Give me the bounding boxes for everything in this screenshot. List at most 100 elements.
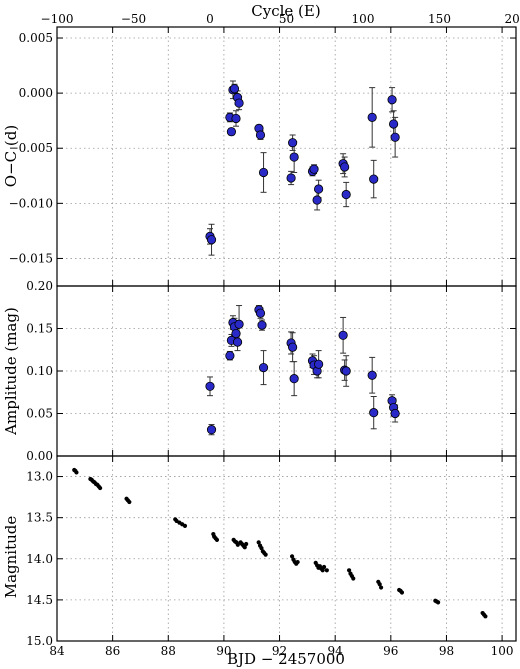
data-point — [312, 195, 322, 205]
data-point — [98, 485, 103, 491]
amplitude-axis-label: Amplitude (mag) — [2, 307, 20, 436]
data-point — [288, 138, 298, 148]
y-tick-label: 0.20 — [26, 279, 53, 293]
top-axis-label: Cycle (E) — [251, 2, 320, 20]
y-tick-label: 0.00 — [26, 449, 53, 463]
panel-frame — [56, 26, 517, 287]
y-tick-label: 14.5 — [26, 593, 53, 607]
data-point — [182, 523, 188, 528]
data-point — [390, 132, 400, 142]
data-point — [226, 127, 237, 137]
bjd-tick-label: 100 — [491, 644, 514, 658]
y-tick-label: 0.15 — [26, 322, 53, 336]
grid-layer — [56, 27, 516, 642]
data-point — [257, 320, 267, 330]
oc-axis-label: O−C (d) — [2, 125, 20, 187]
data-point — [289, 152, 299, 162]
data-point — [483, 614, 488, 619]
bjd-tick-label: 90 — [216, 644, 231, 658]
y-tick-label: −0.015 — [9, 251, 53, 265]
frame-layer — [56, 26, 517, 642]
data-point — [229, 84, 240, 94]
data-point — [377, 582, 382, 587]
data-point — [340, 162, 350, 172]
data-point — [295, 559, 300, 565]
data-point — [234, 98, 244, 108]
data-point — [258, 167, 269, 178]
data-point — [341, 189, 351, 200]
cycle-tick-label: 200 — [505, 12, 520, 26]
data-point — [390, 408, 400, 419]
data-point — [388, 119, 399, 129]
data-point — [314, 359, 324, 369]
cycle-tick-label: 100 — [352, 12, 375, 26]
errorbar-layer — [207, 80, 399, 436]
y-tick-label: 14.0 — [26, 552, 53, 566]
cycle-tick-label: −50 — [121, 12, 146, 26]
tick-label-layer: −0.015 −0.010 −0.005 0.000 0.005 0.00 0.05 0.10… — [9, 12, 520, 658]
bjd-tick-label: 98 — [439, 644, 454, 658]
bjd-tick-label: 84 — [49, 644, 65, 658]
data-point — [242, 545, 247, 550]
y-tick-label: 0.000 — [19, 86, 53, 100]
cycle-tick-label: −100 — [41, 12, 74, 26]
data-point — [255, 130, 266, 140]
data-point — [258, 362, 269, 373]
y-tick-label: 0.10 — [26, 364, 53, 378]
bjd-tick-label: 94 — [328, 644, 344, 658]
data-point — [232, 337, 243, 347]
data-point — [225, 351, 235, 361]
data-point — [321, 564, 327, 570]
bjd-tick-label: 92 — [272, 644, 287, 658]
y-tick-label: 15.0 — [26, 634, 53, 648]
data-point — [234, 319, 244, 329]
y-tick-label: 13.5 — [26, 511, 53, 525]
bjd-tick-label: 88 — [161, 644, 176, 658]
data-point — [338, 330, 348, 340]
data-point — [289, 554, 295, 559]
y-tick-label: 0.005 — [19, 31, 53, 45]
marker-layer — [72, 84, 488, 619]
data-point — [341, 366, 351, 376]
data-point — [206, 425, 217, 435]
data-point — [346, 568, 352, 573]
data-point — [289, 374, 299, 384]
data-point — [369, 174, 379, 184]
y-tick-label: −0.005 — [9, 141, 53, 155]
data-point — [74, 470, 79, 475]
data-point — [244, 541, 249, 547]
panel-frame — [56, 455, 517, 642]
cycle-tick-label: 150 — [428, 12, 451, 26]
data-point — [286, 173, 296, 183]
bottom-axis-label: BJD − 2457000 — [227, 650, 345, 668]
magnitude-axis-label: Magnitude — [2, 516, 20, 599]
data-point — [127, 499, 132, 505]
data-point — [320, 568, 325, 573]
data-point — [387, 95, 397, 105]
data-point — [378, 585, 384, 590]
y-tick-label: 0.05 — [26, 407, 53, 421]
cycle-tick-label: 0 — [206, 12, 214, 26]
data-point — [214, 537, 220, 542]
data-point — [367, 370, 377, 380]
data-point — [309, 164, 319, 174]
data-point — [324, 568, 329, 573]
data-point — [205, 381, 215, 391]
data-point — [436, 600, 441, 605]
cycle-tick-label: 50 — [279, 12, 294, 26]
data-point — [263, 552, 268, 557]
data-point — [288, 342, 298, 352]
data-point — [231, 113, 241, 124]
bjd-tick-label: 86 — [105, 644, 120, 658]
data-point — [255, 308, 266, 318]
data-point — [259, 545, 264, 551]
data-point — [206, 235, 217, 245]
y-tick-label: −0.010 — [9, 196, 53, 210]
data-point — [314, 184, 324, 194]
data-point — [231, 328, 241, 339]
bjd-tick-label: 96 — [383, 644, 398, 658]
data-point — [351, 576, 356, 581]
y-tick-label: 13.0 — [26, 470, 53, 484]
data-point — [256, 540, 261, 545]
data-point — [369, 408, 379, 418]
